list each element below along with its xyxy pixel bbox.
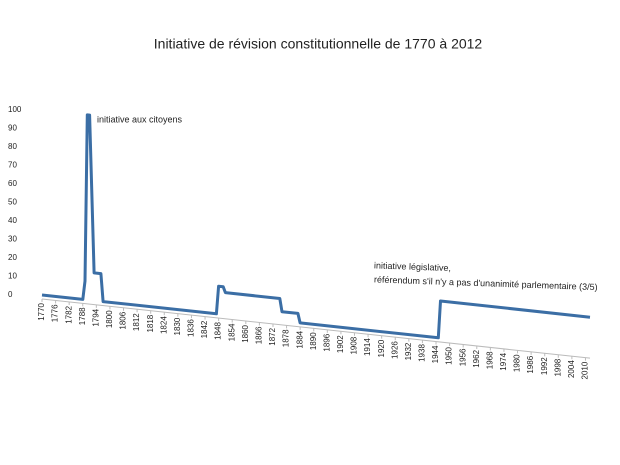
x-tick-label: 1770 [37, 302, 46, 320]
x-tick-label: 2010 [581, 361, 590, 379]
x-tick-label: 1992 [540, 357, 549, 375]
x-tick-label: 1830 [173, 317, 182, 335]
x-tick-label: 1860 [241, 324, 250, 342]
annotation: référendum s'il n'y a pas d'unanimité pa… [374, 274, 598, 292]
y-tick-label: 50 [8, 198, 17, 207]
x-tick-label: 1824 [159, 316, 168, 334]
annotation: initiative législative, [374, 260, 451, 273]
x-tick-label: 1920 [377, 339, 386, 357]
y-tick-label: 0 [8, 290, 13, 299]
x-tick-label: 1848 [214, 322, 223, 340]
x-tick-label: 1836 [187, 319, 196, 337]
x-tick-label: 1968 [485, 351, 494, 369]
x-tick-label: 1818 [146, 314, 155, 332]
x-tick-label: 1776 [51, 304, 60, 322]
x-tick-label: 1806 [119, 311, 128, 329]
x-tick-label: 1998 [553, 358, 562, 376]
y-tick-label: 10 [8, 272, 17, 281]
y-tick-label: 20 [8, 253, 17, 262]
x-tick-label: 1908 [350, 336, 359, 354]
series-line [41, 113, 591, 340]
annotation: initiative aux citoyens [97, 114, 183, 124]
x-tick-label: 1902 [336, 335, 345, 353]
x-tick-label: 1842 [200, 320, 209, 338]
x-tick-label: 1782 [64, 305, 73, 323]
x-tick-label: 1896 [322, 333, 331, 351]
x-tick-label: 1788 [78, 307, 87, 325]
x-tick-label: 1878 [282, 329, 291, 347]
x-tick-label: 1974 [499, 352, 508, 370]
y-tick-label: 60 [8, 179, 17, 188]
x-tick-label: 1938 [418, 344, 427, 362]
y-tick-label: 100 [8, 105, 22, 114]
x-tick-label: 1962 [472, 349, 481, 367]
y-tick-label: 70 [8, 161, 17, 170]
x-axis [41, 298, 591, 359]
x-tick-label: 1986 [526, 355, 535, 373]
y-tick-label: 90 [8, 124, 17, 133]
x-tick-label: 2004 [567, 360, 576, 378]
x-tick-label: 1890 [309, 332, 318, 350]
y-tick-label: 30 [8, 235, 17, 244]
x-tick-label: 1980 [513, 354, 522, 372]
x-tick-label: 1854 [227, 323, 236, 341]
y-tick-label: 80 [8, 142, 17, 151]
y-tick-label: 40 [8, 216, 17, 225]
x-tick-label: 1926 [390, 341, 399, 359]
x-tick-label: 1794 [91, 308, 100, 326]
x-tick-label: 1800 [105, 310, 114, 328]
x-tick-label: 1932 [404, 342, 413, 360]
x-tick-label: 1956 [458, 348, 467, 366]
x-tick-label: 1812 [132, 313, 141, 331]
x-tick-label: 1914 [363, 338, 372, 356]
x-tick-label: 1944 [431, 345, 440, 363]
chart-title: Initiative de révision constitutionnelle… [154, 36, 483, 52]
x-tick-label: 1884 [295, 330, 304, 348]
x-tick-label: 1872 [268, 327, 277, 345]
x-tick-label: 1950 [445, 346, 454, 364]
x-tick-label: 1866 [254, 326, 263, 344]
